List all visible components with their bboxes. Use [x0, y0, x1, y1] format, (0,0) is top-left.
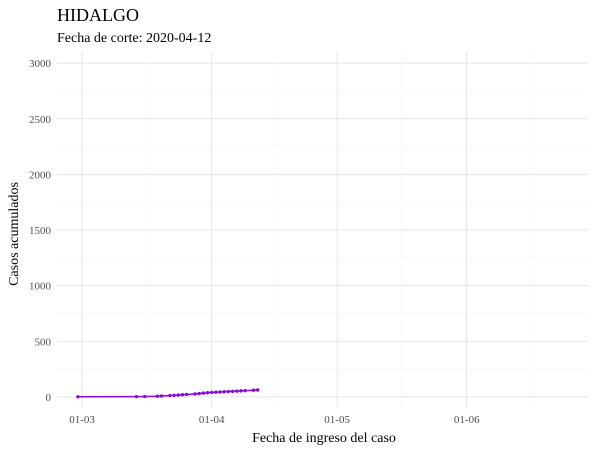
data-point: [239, 389, 243, 393]
data-point: [201, 391, 206, 395]
y-axis-label: Casos acumulados: [7, 182, 22, 286]
x-tick-label: 01-06: [454, 414, 480, 426]
data-point: [230, 389, 235, 394]
grid: [57, 52, 588, 408]
data-point: [143, 394, 147, 399]
x-tick-label: 01-04: [199, 414, 225, 426]
data-point: [251, 388, 256, 392]
data-point: [214, 390, 218, 394]
y-axis-ticks: 0 500 1000 1500 2000 2500 3000: [29, 58, 52, 404]
x-axis-ticks: 01-03 01-04 01-05 01-06: [69, 414, 480, 426]
data-point: [184, 392, 189, 397]
x-tick-label: 01-05: [324, 414, 350, 426]
x-axis-label: Fecha de ingreso del caso: [252, 431, 396, 446]
chart-title: HIDALGO: [57, 5, 139, 25]
y-tick-label: 2500: [29, 114, 52, 126]
data-point: [205, 391, 210, 395]
data-point: [197, 391, 201, 396]
y-tick-label: 500: [35, 336, 52, 348]
y-tick-label: 2000: [29, 169, 52, 181]
y-tick-label: 1000: [29, 281, 52, 293]
data-point: [255, 388, 260, 392]
data-point: [168, 393, 172, 398]
data-point: [226, 389, 231, 394]
data-point: [218, 390, 222, 394]
y-tick-label: 0: [46, 392, 52, 404]
series-layer: [76, 388, 260, 399]
y-tick-label: 3000: [29, 58, 52, 70]
data-point: [235, 389, 239, 393]
data-point: [210, 390, 214, 395]
data-point: [159, 394, 164, 398]
data-point: [180, 393, 185, 397]
data-point: [222, 390, 226, 394]
data-point: [243, 388, 247, 393]
data-point: [155, 394, 160, 398]
y-tick-label: 1500: [29, 225, 52, 237]
data-point: [172, 393, 176, 398]
series-line: [77, 389, 258, 398]
data-point: [76, 395, 80, 399]
chart-subtitle: Fecha de corte: 2020-04-12: [57, 31, 211, 46]
data-point: [193, 392, 197, 396]
data-point: [176, 393, 180, 397]
data-point: [134, 394, 139, 399]
x-tick-label: 01-03: [69, 414, 95, 426]
